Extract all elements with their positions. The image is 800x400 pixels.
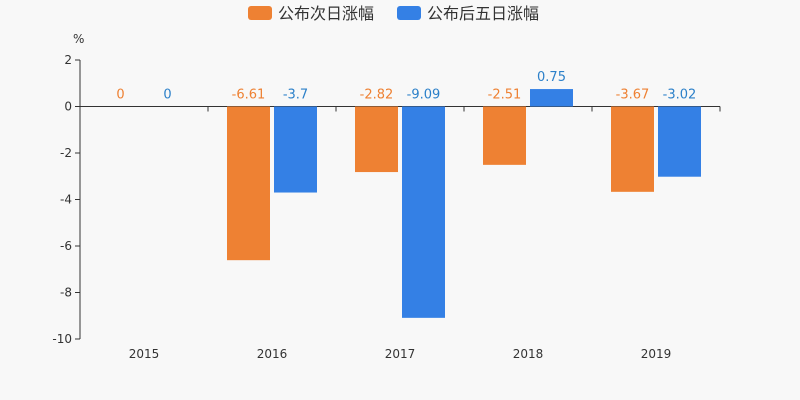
y-tick-label-3: -4 xyxy=(60,193,72,207)
data-label-s1-0: 0 xyxy=(163,88,171,103)
x-tick-label-0: 2015 xyxy=(129,347,160,361)
bar-s1-3[interactable] xyxy=(530,89,573,107)
y-tick-label-0: 2 xyxy=(64,53,72,67)
legend-swatch-0 xyxy=(248,6,272,20)
legend-swatch-1 xyxy=(397,6,421,20)
data-label-s0-0: 0 xyxy=(116,88,124,103)
y-tick-label-2: -2 xyxy=(60,146,72,160)
legend-item-1[interactable]: 公布后五日涨幅 xyxy=(397,4,539,23)
legend-label-0: 公布次日涨幅 xyxy=(278,4,374,23)
plot-area: 2 0 -2 -4 -6 -8 -10 2015 2016 2017 2018 2019 0 0 -6.61… xyxy=(52,53,721,361)
bar-s1-1[interactable] xyxy=(274,106,317,193)
y-tick-label-1: 0 xyxy=(64,100,72,114)
x-tick-label-2: 2017 xyxy=(385,347,416,361)
bar-s0-3[interactable] xyxy=(483,106,526,165)
data-label-s0-4: -3.67 xyxy=(616,88,650,103)
y-tick-label-6: -10 xyxy=(52,332,72,346)
legend-item-0[interactable]: 公布次日涨幅 xyxy=(248,4,374,23)
data-label-s0-2: -2.82 xyxy=(360,88,394,103)
data-label-s1-2: -9.09 xyxy=(407,88,441,103)
bar-s0-2[interactable] xyxy=(355,106,398,173)
x-tick-label-3: 2018 xyxy=(513,347,544,361)
data-label-s1-4: -3.02 xyxy=(663,88,697,103)
bar-s0-4[interactable] xyxy=(611,106,654,192)
bar-s1-4[interactable] xyxy=(658,106,701,177)
bar-s1-2[interactable] xyxy=(402,106,445,318)
legend-label-1: 公布后五日涨幅 xyxy=(427,4,539,23)
x-tick-label-1: 2016 xyxy=(257,347,288,361)
y-unit-label: % xyxy=(73,32,84,46)
data-label-s1-1: -3.7 xyxy=(283,88,308,103)
data-label-s0-3: -2.51 xyxy=(488,88,522,103)
x-tick-label-4: 2019 xyxy=(641,347,672,361)
y-tick-label-5: -8 xyxy=(60,286,72,300)
legend: 公布次日涨幅 公布后五日涨幅 xyxy=(248,4,539,23)
y-tick-label-4: -6 xyxy=(60,239,72,253)
data-label-s0-1: -6.61 xyxy=(232,88,266,103)
data-label-s1-3: 0.75 xyxy=(537,70,566,85)
bar-s0-1[interactable] xyxy=(227,106,270,261)
